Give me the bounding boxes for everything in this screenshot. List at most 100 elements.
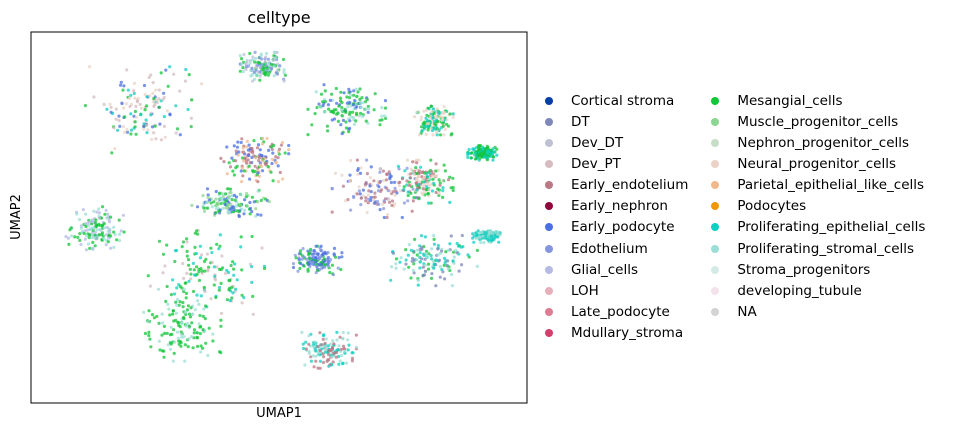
- scatter-point: [373, 201, 377, 205]
- scatter-point: [452, 255, 456, 259]
- scatter-point: [145, 131, 149, 135]
- scatter-point: [434, 125, 438, 129]
- scatter-point: [352, 122, 357, 126]
- scatter-point: [213, 274, 217, 278]
- scatter-point: [138, 102, 142, 106]
- scatter-point: [407, 243, 411, 247]
- scatter-point: [442, 105, 446, 109]
- scatter-point: [192, 336, 196, 340]
- scatter-point: [383, 114, 387, 118]
- scatter-point: [415, 110, 419, 114]
- scatter-point: [372, 179, 376, 183]
- legend-item: Proliferating_epithelial_cells: [706, 217, 925, 238]
- scatter-point: [164, 68, 168, 72]
- scatter-point: [120, 101, 124, 106]
- scatter-point: [81, 208, 85, 212]
- scatter-point: [217, 285, 222, 290]
- legend-marker: [711, 244, 720, 253]
- scatter-point: [165, 109, 169, 113]
- scatter-point: [229, 202, 233, 207]
- scatter-point: [446, 248, 450, 252]
- scatter-point: [341, 184, 345, 188]
- scatter-point: [308, 265, 312, 269]
- scatter-point: [422, 175, 427, 179]
- scatter-point: [251, 58, 255, 62]
- scatter-point: [429, 201, 433, 205]
- scatter-point: [368, 184, 372, 188]
- scatter-point: [253, 164, 257, 168]
- scatter-point: [121, 88, 125, 92]
- legend-item: Dev_PT: [540, 153, 688, 174]
- scatter-point: [182, 335, 186, 339]
- scatter-point: [78, 232, 82, 236]
- scatter-point: [266, 73, 271, 77]
- scatter-point: [200, 253, 204, 257]
- scatter-point: [175, 330, 180, 334]
- scatter-point: [405, 183, 409, 187]
- scatter-point: [328, 98, 332, 102]
- scatter-point: [232, 273, 236, 277]
- scatter-point: [297, 258, 301, 262]
- legend-marker: [545, 286, 553, 295]
- scatter-point: [467, 147, 471, 152]
- scatter-point: [341, 361, 345, 365]
- scatter-point: [369, 198, 373, 203]
- scatter-point: [420, 257, 424, 261]
- scatter-point: [218, 233, 222, 237]
- scatter-point: [419, 125, 424, 129]
- scatter-point: [366, 201, 370, 205]
- legend-marker: [545, 223, 553, 232]
- scatter-point: [90, 236, 94, 240]
- scatter-point: [378, 123, 382, 127]
- scatter-point: [228, 187, 233, 191]
- scatter-point: [234, 195, 239, 199]
- scatter-point: [236, 140, 240, 144]
- legend-label: Mdullary_stroma: [571, 325, 684, 342]
- scatter-point: [340, 114, 344, 118]
- scatter-point: [126, 88, 130, 92]
- scatter-point: [162, 91, 166, 95]
- legend-item: Edothelium: [540, 238, 688, 259]
- scatter-point: [486, 151, 490, 156]
- scatter-point: [201, 346, 205, 350]
- scatter-point: [321, 252, 325, 257]
- scatter-point: [451, 188, 455, 193]
- scatter-point: [215, 242, 219, 246]
- scatter-point: [329, 342, 333, 346]
- scatter-point: [147, 75, 151, 80]
- scatter-point: [109, 105, 113, 109]
- scatter-point: [248, 51, 252, 56]
- scatter-point: [207, 198, 211, 202]
- scatter-point: [328, 270, 332, 275]
- scatter-point: [361, 115, 365, 119]
- scatter-point: [145, 95, 149, 99]
- scatter-point: [440, 179, 444, 183]
- scatter-point: [173, 340, 177, 344]
- scatter-point: [310, 252, 314, 256]
- scatter-point: [400, 177, 404, 181]
- scatter-point: [356, 172, 360, 176]
- scatter-point: [334, 351, 339, 355]
- scatter-point: [219, 318, 223, 322]
- scatter-point: [339, 267, 343, 272]
- legend-item: Neural_progenitor_cells: [706, 153, 925, 174]
- scatter-point: [331, 339, 335, 343]
- scatter-point: [228, 165, 233, 169]
- scatter-point: [239, 169, 243, 173]
- scatter-point: [209, 246, 213, 250]
- scatter-point: [254, 66, 259, 70]
- legend-item: Podocytes: [706, 196, 925, 217]
- scatter-point: [250, 66, 254, 70]
- scatter-point: [276, 164, 280, 168]
- scatter-point: [321, 352, 325, 356]
- scatter-point: [205, 252, 209, 256]
- scatter-point: [168, 347, 172, 351]
- scatter-point: [314, 349, 318, 353]
- scatter-point: [92, 226, 96, 230]
- scatter-point: [147, 330, 151, 334]
- scatter-point: [443, 277, 447, 281]
- scatter-point: [441, 195, 445, 199]
- scatter-point: [232, 144, 236, 148]
- scatter-point: [97, 207, 101, 211]
- scatter-point: [381, 202, 385, 207]
